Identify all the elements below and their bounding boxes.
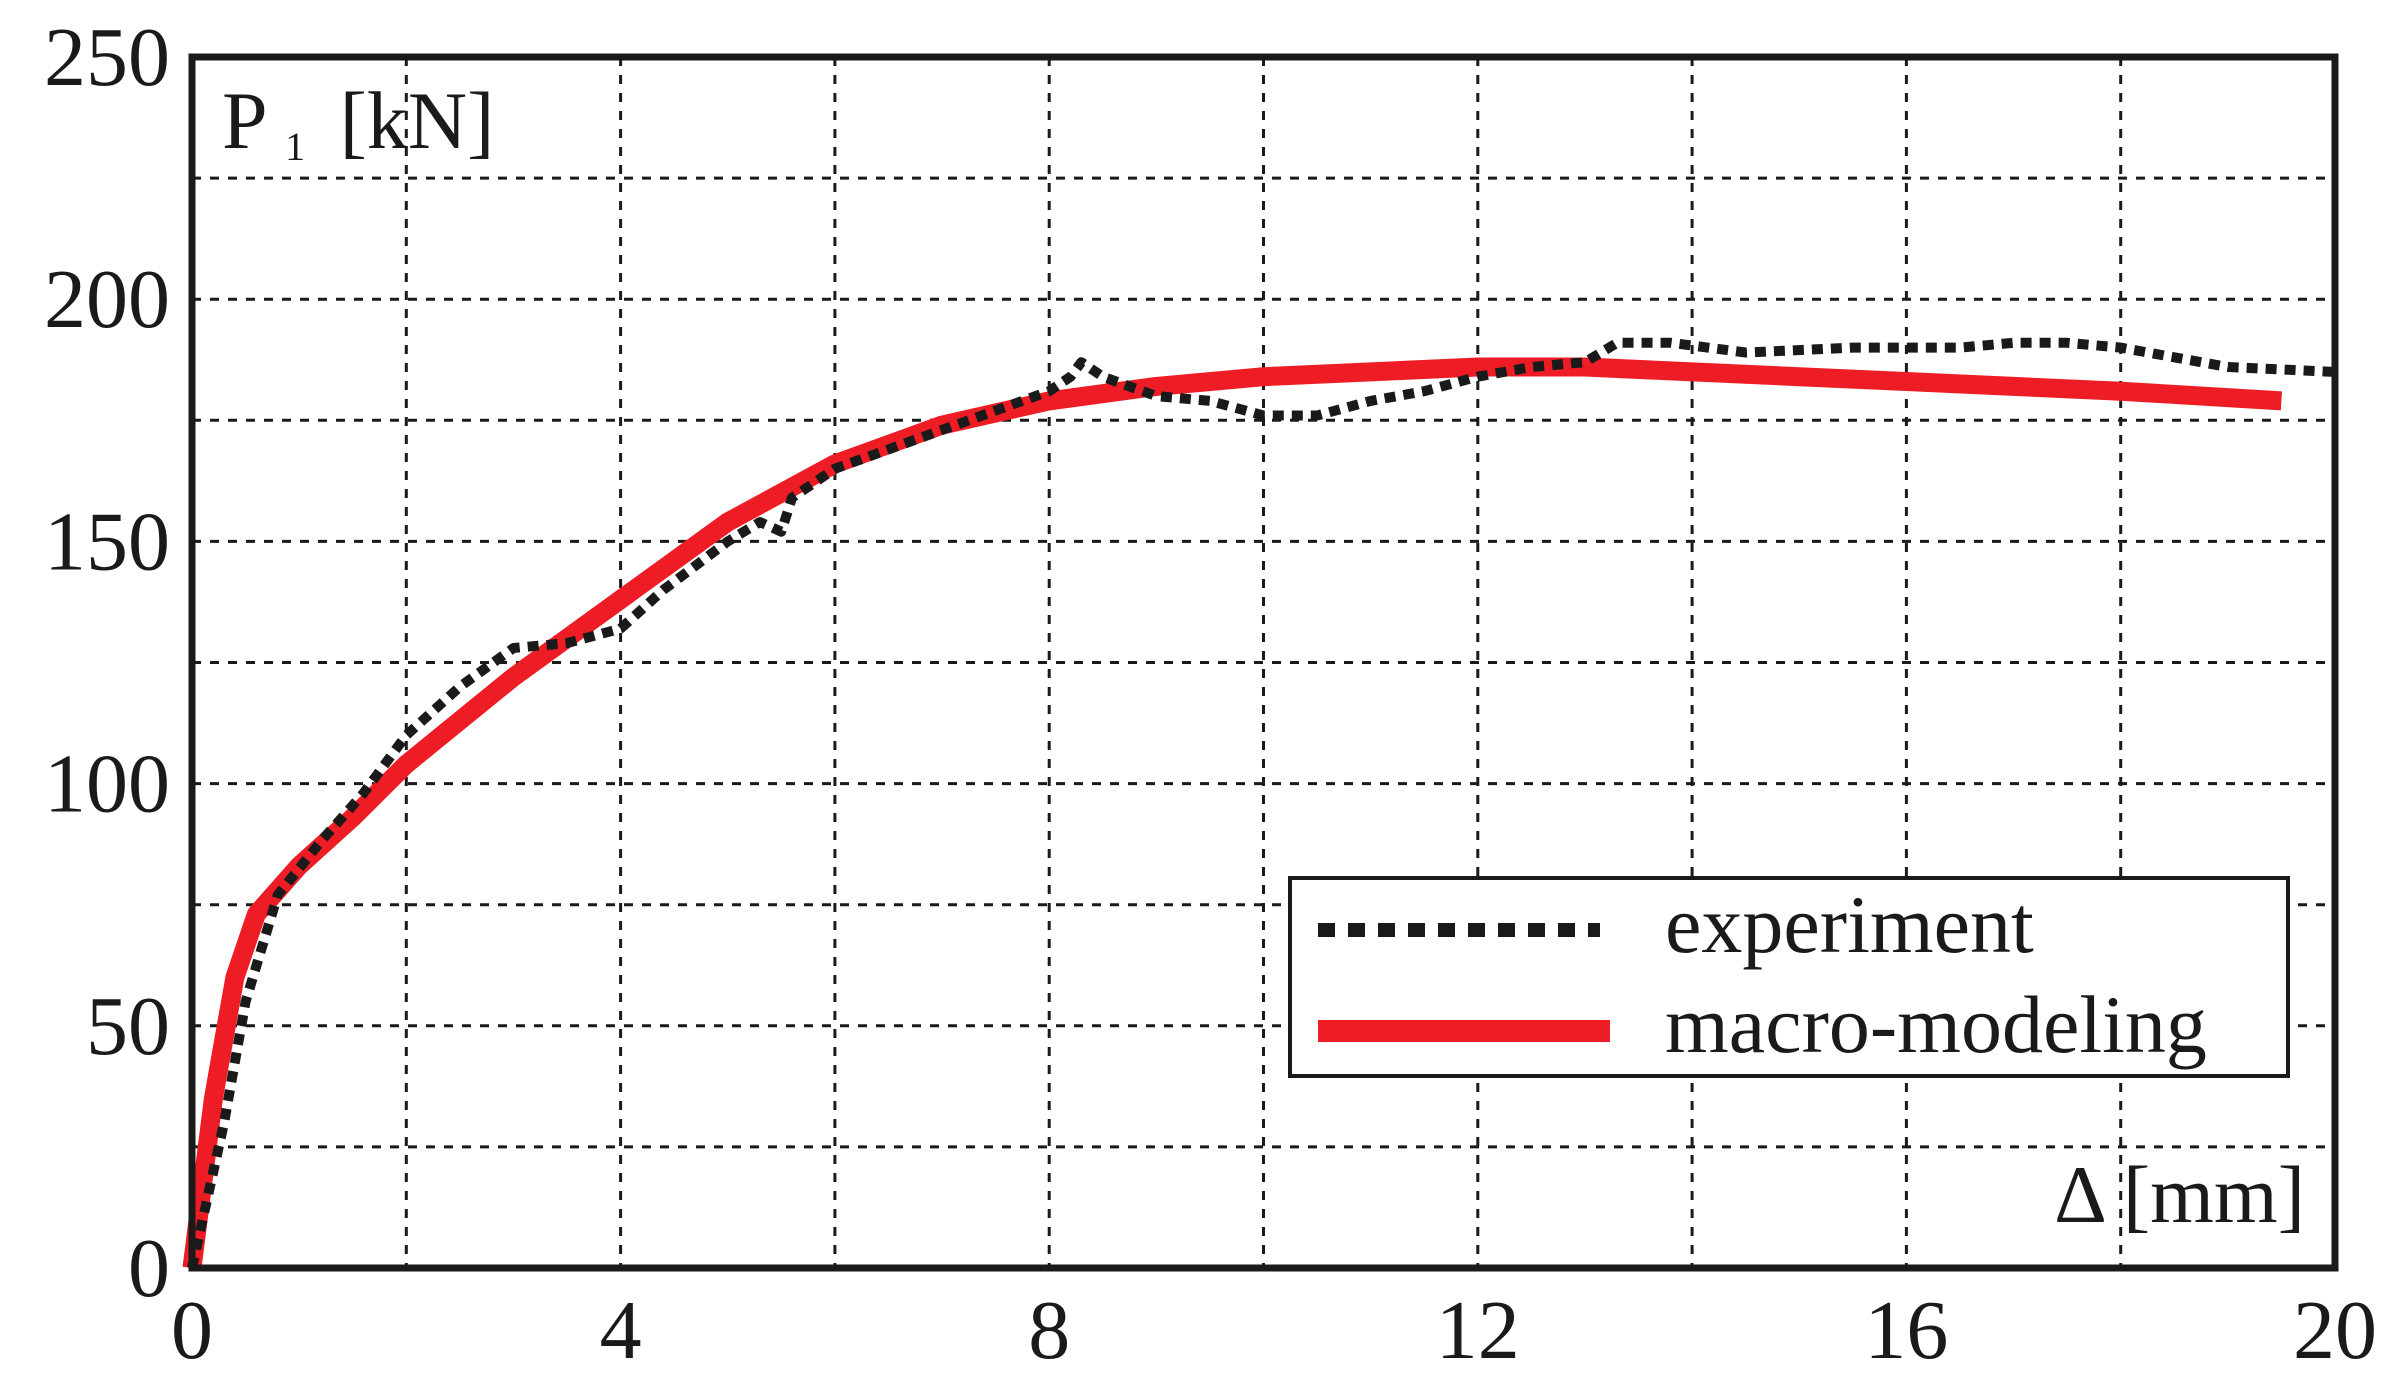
series-line-macro-modeling [182, 357, 2282, 1270]
y-tick-label: 0 [128, 1222, 170, 1315]
x-tick-label: 8 [1028, 1284, 1070, 1377]
x-tick-label: 20 [2293, 1284, 2377, 1377]
y-tick-label: 250 [44, 11, 170, 104]
legend-box [1288, 876, 2290, 1078]
series-layer [182, 337, 2336, 1270]
y-tick-label: 150 [44, 495, 170, 588]
y-tick-label: 200 [44, 253, 170, 346]
y-axis-label-subscript: 1 [285, 124, 305, 169]
plot-frame [188, 53, 2339, 1272]
x-tick-label: 4 [600, 1284, 642, 1377]
x-axis-label: Δ [mm] [2054, 1149, 2305, 1240]
y-axis-label-main: P [222, 75, 265, 166]
y-tick-label: 50 [86, 980, 170, 1073]
y-axis-label-unit: [kN] [340, 75, 495, 166]
grid [192, 57, 2335, 1268]
legend-label-experiment: experiment [1665, 879, 2034, 970]
x-tick-label: 16 [1864, 1284, 1948, 1377]
x-tick-label: 0 [171, 1284, 213, 1377]
legend: experiment macro-modeling [1288, 876, 2290, 1078]
legend-label-macro-modeling: macro-modeling [1665, 979, 2207, 1070]
x-tick-label: 12 [1436, 1284, 1520, 1377]
series-line-experiment [187, 337, 2336, 1270]
y-tick-label: 100 [44, 738, 170, 831]
y-axis-label: P 1 [kN] [222, 75, 494, 178]
